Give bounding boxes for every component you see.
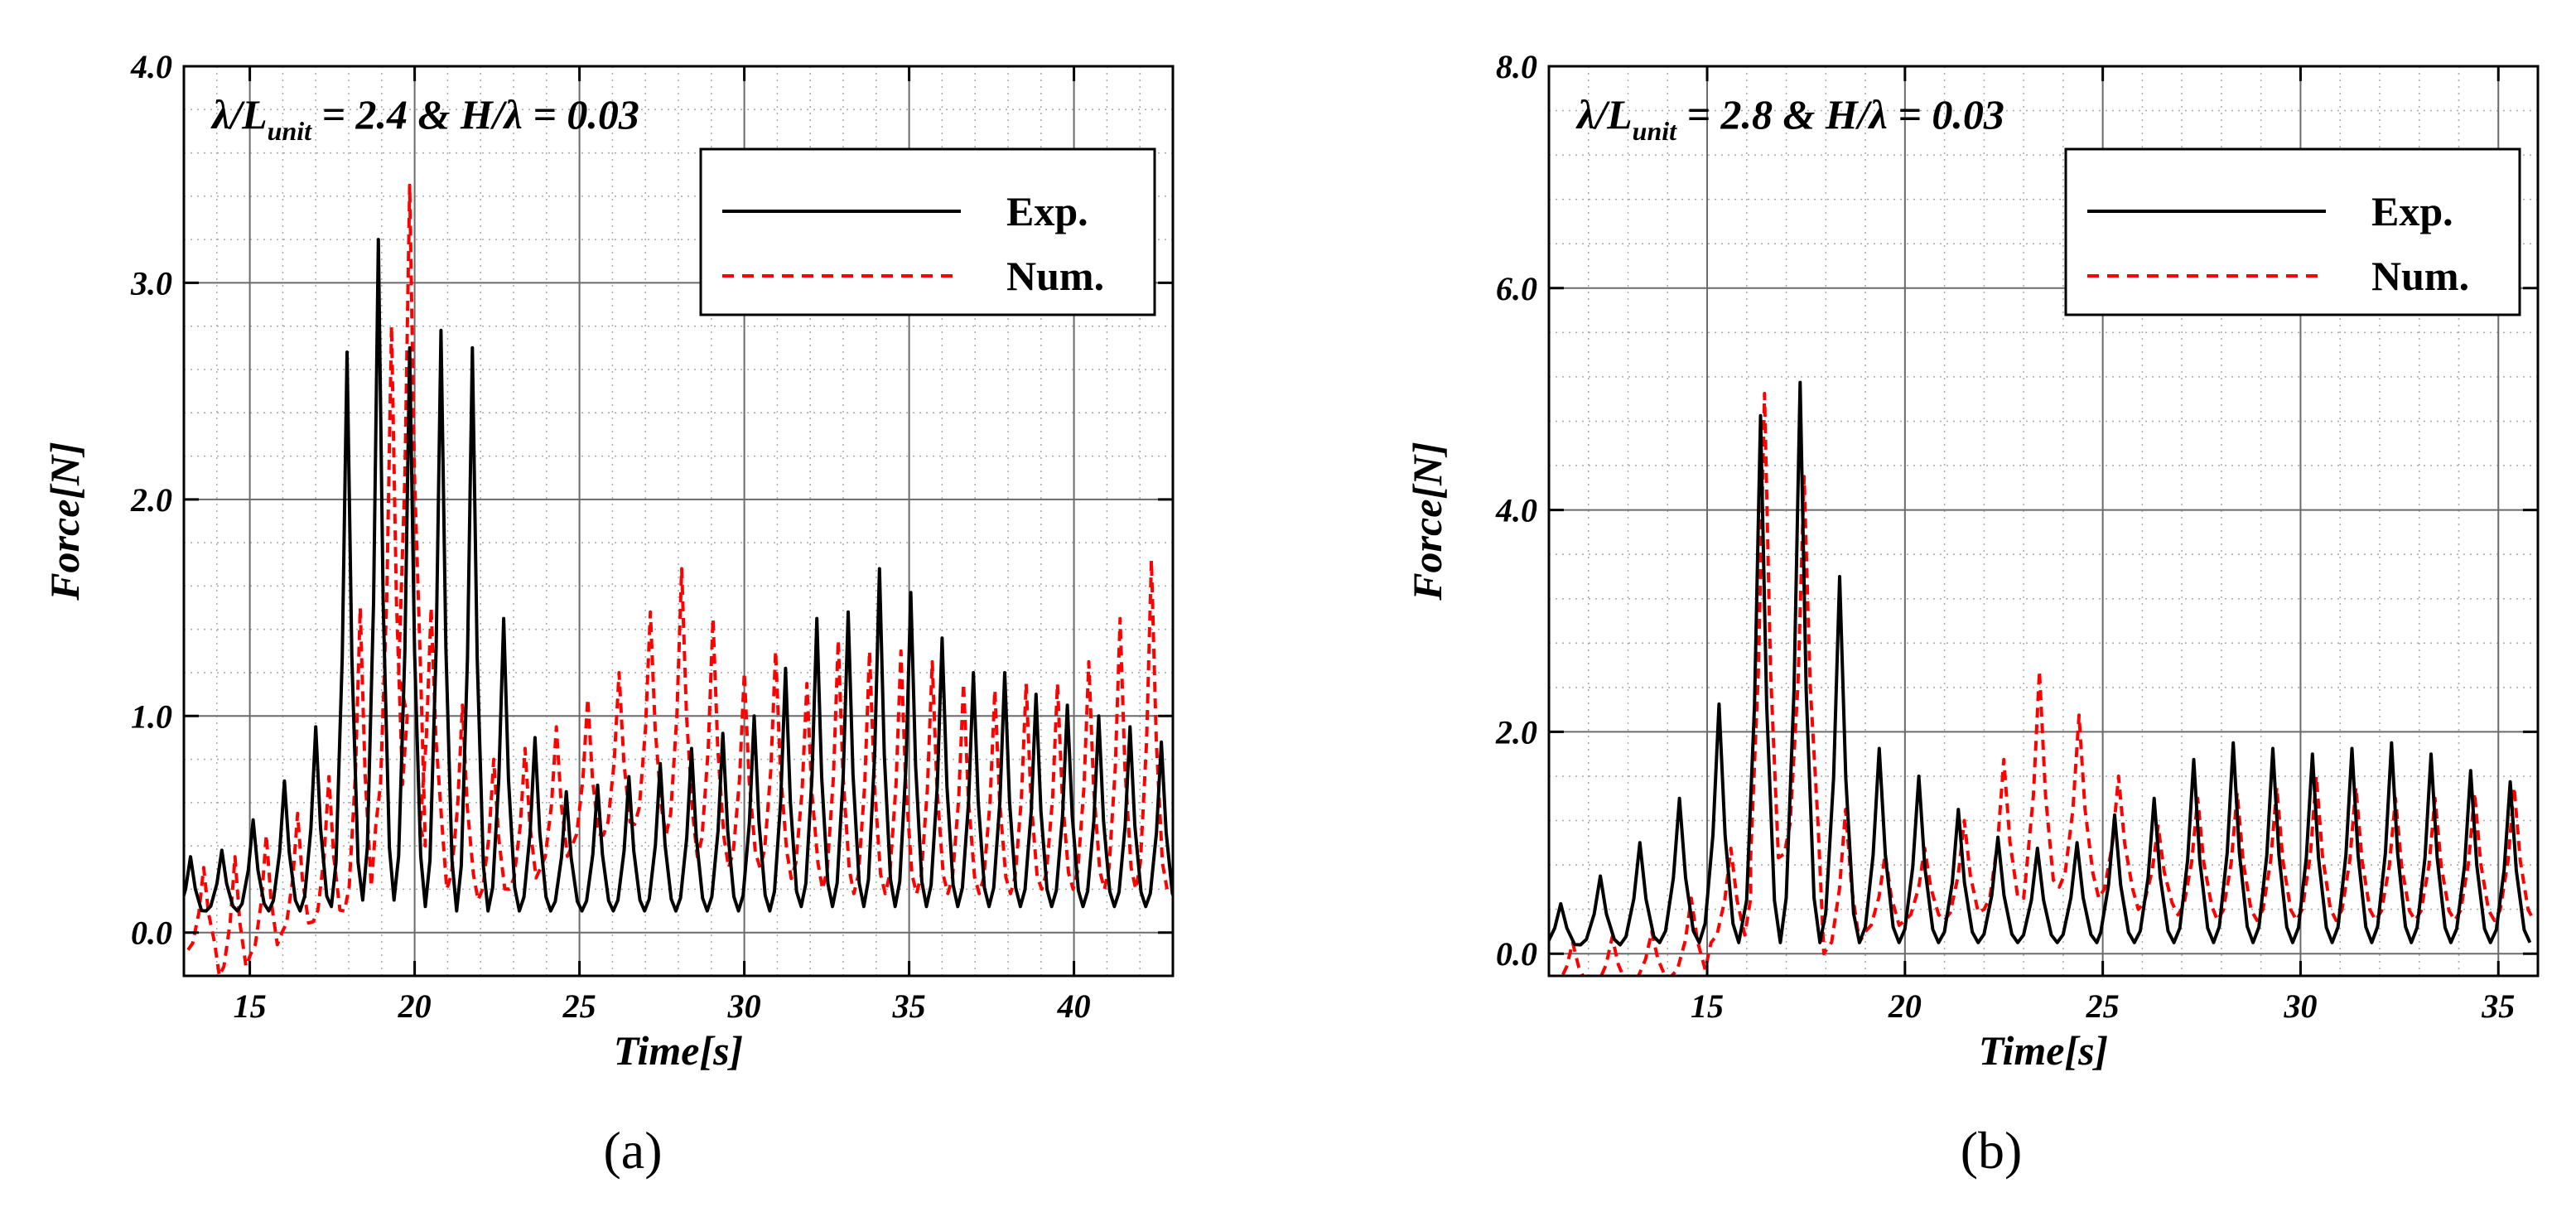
x-tick-labels-a: 15 20 25 30 35 40: [234, 987, 1091, 1025]
legend-label-num-b: Num.: [2371, 253, 2469, 299]
legend-b: Exp. Num.: [2064, 147, 2521, 316]
y-tick-label-b: 6.0: [1496, 270, 1537, 307]
legend-box-b: [2064, 147, 2521, 316]
panel-label-b: (b): [1961, 1121, 2023, 1180]
y-tick-label-b: 4.0: [1495, 492, 1537, 529]
x-tick-label-a: 15: [234, 987, 267, 1025]
y-tick-label-a: 3.0: [130, 264, 172, 302]
x-tick-label-a: 20: [398, 987, 432, 1025]
y-tick-labels-a: 0.0 1.0 2.0 3.0 4.0: [130, 48, 172, 952]
y-axis-title-b: Force[N]: [1404, 442, 1450, 601]
plot-frame-b: [1547, 65, 2540, 978]
ticks-a: [184, 65, 1173, 976]
legend-label-exp-a: Exp.: [1006, 188, 1088, 234]
y-tick-label-b: 2.0: [1495, 713, 1537, 751]
x-tick-labels-b: 15 20 25 30 35: [1691, 987, 2515, 1025]
y-tick-label-a: 2.0: [130, 481, 172, 519]
panel-label-a: (a): [603, 1121, 662, 1180]
x-tick-label-b: 35: [2481, 987, 2515, 1025]
x-axis-title-b: Time[s]: [1979, 1027, 2108, 1074]
chart-panel-b: 0.0 2.0 4.0 6.0 8.0 15 20 25 30 35 λ/Lunit = 2.8…: [1404, 48, 2540, 1180]
x-tick-label-b: 25: [2086, 987, 2120, 1025]
plot-area-b: [1549, 380, 2535, 976]
y-tick-label-a: 4.0: [130, 48, 172, 85]
plot-area-a: [184, 183, 1173, 976]
x-axis-title-a: Time[s]: [614, 1027, 743, 1074]
y-tick-label-a: 1.0: [131, 698, 172, 735]
ticks-b: [1549, 65, 2538, 976]
chart-panel-a: 0.0 1.0 2.0 3.0 4.0 15 20 25 30 35 40 λ/Lunit = 2…: [41, 48, 1175, 1180]
plot-frame-a: [182, 65, 1175, 978]
x-tick-label-b: 20: [1888, 987, 1922, 1025]
y-tick-labels-b: 0.0 2.0 4.0 6.0 8.0: [1495, 48, 1537, 973]
x-tick-label-a: 40: [1057, 987, 1091, 1025]
y-tick-label-b: 0.0: [1496, 935, 1537, 973]
x-tick-label-a: 25: [562, 987, 596, 1025]
legend-a: Exp. Num.: [699, 147, 1156, 316]
legend-label-exp-b: Exp.: [2371, 188, 2453, 234]
legend-box-a: [699, 147, 1156, 316]
annotation-b: λ/Lunit = 2.8 & H/λ = 0.03: [1575, 91, 2004, 146]
x-tick-label-b: 30: [2283, 987, 2317, 1025]
x-tick-label-a: 30: [727, 987, 761, 1025]
y-axis-title-a: Force[N]: [41, 442, 88, 601]
series-num-b: [1560, 392, 2535, 976]
y-tick-label-a: 0.0: [131, 915, 172, 952]
x-tick-label-b: 15: [1691, 987, 1724, 1025]
series-exp-b: [1549, 380, 2532, 949]
y-tick-label-b: 8.0: [1496, 48, 1537, 85]
series-exp-a: [184, 238, 1173, 915]
annotation-a: λ/Lunit = 2.4 & H/λ = 0.03: [210, 91, 639, 146]
legend-label-num-a: Num.: [1006, 253, 1104, 299]
x-tick-label-a: 35: [892, 987, 926, 1025]
